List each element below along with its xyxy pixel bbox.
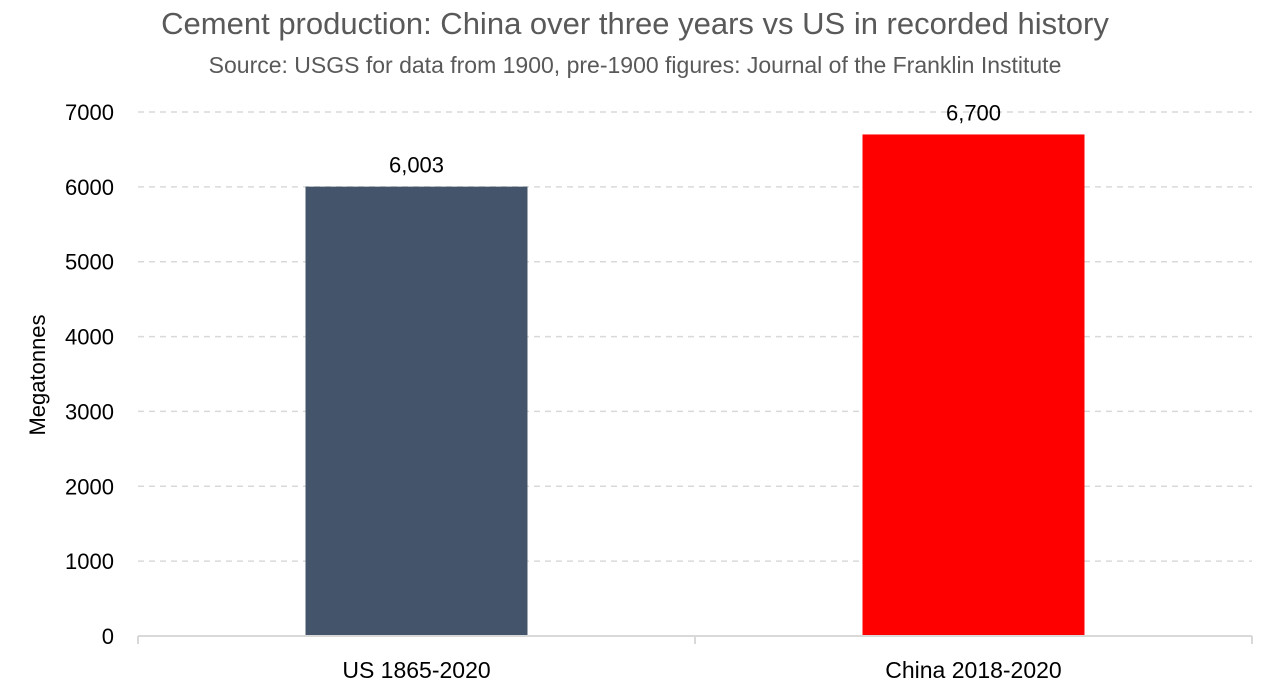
data-label: 6,003 bbox=[389, 153, 444, 178]
gridlines bbox=[138, 111, 1252, 562]
y-tick-label: 2000 bbox=[65, 474, 114, 499]
chart-subtitle: Source: USGS for data from 1900, pre-190… bbox=[208, 52, 1062, 78]
bar bbox=[862, 134, 1085, 636]
y-tick-label: 6000 bbox=[65, 175, 114, 200]
bar bbox=[305, 186, 528, 636]
bars bbox=[305, 134, 1085, 636]
y-tick-label: 0 bbox=[102, 624, 114, 649]
y-tick-label: 1000 bbox=[65, 549, 114, 574]
y-tick-label: 3000 bbox=[65, 399, 114, 424]
x-tick-labels: US 1865-2020 China 2018-2020 bbox=[342, 657, 1061, 683]
y-axis-label: Megatonnes bbox=[25, 314, 50, 435]
y-tick-labels: 0 1000 2000 3000 4000 5000 6000 7000 bbox=[65, 100, 114, 649]
y-tick-label: 7000 bbox=[65, 100, 114, 125]
x-tick-label: China 2018-2020 bbox=[885, 657, 1061, 683]
x-axis bbox=[137, 635, 1253, 644]
y-tick-label: 4000 bbox=[65, 325, 114, 350]
data-label: 6,700 bbox=[946, 100, 1001, 125]
y-tick-label: 5000 bbox=[65, 250, 114, 275]
data-labels: 6,003 6,700 bbox=[389, 100, 1001, 177]
chart-title: Cement production: China over three year… bbox=[161, 6, 1109, 41]
x-tick-label: US 1865-2020 bbox=[342, 657, 490, 683]
